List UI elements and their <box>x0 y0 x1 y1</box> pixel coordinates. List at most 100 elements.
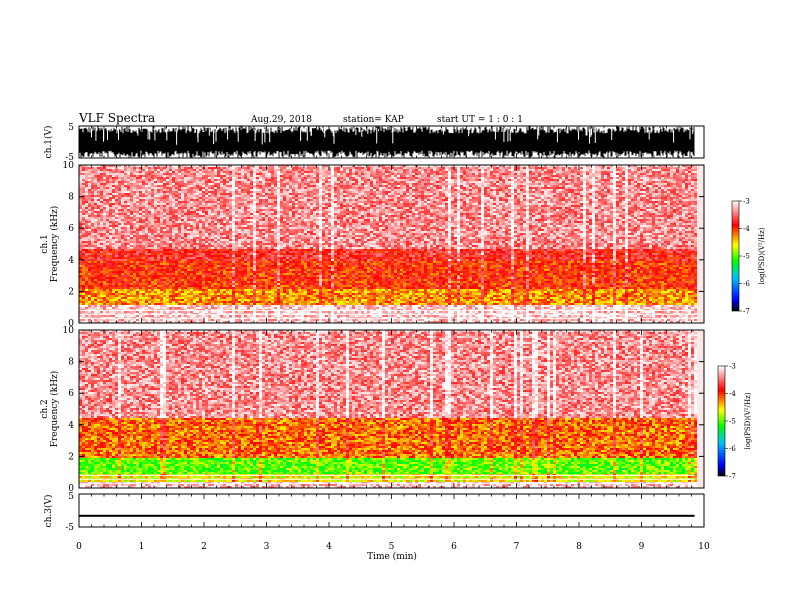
spec1-cell <box>85 267 88 269</box>
spec1-cell <box>103 177 106 179</box>
spec1-cell <box>250 267 253 269</box>
spec1-cell <box>151 167 154 169</box>
ch1-waveform-gap <box>413 128 415 133</box>
spec1-cell <box>232 299 235 301</box>
spec1-cell <box>100 271 103 273</box>
spec1-cell <box>124 247 127 249</box>
spec1-cell <box>166 311 169 313</box>
spec1-cell <box>109 307 112 309</box>
spec1-cell <box>247 289 250 291</box>
spec1-cell <box>145 297 148 299</box>
spec1-cell <box>265 185 268 187</box>
spec1-cell <box>142 235 145 237</box>
spec1-cell <box>115 235 118 237</box>
spec1-cell <box>82 183 85 185</box>
spec1-cell <box>151 303 154 305</box>
spec1-cell <box>169 299 172 301</box>
spec1-cell <box>133 301 136 303</box>
spec1-cell <box>169 297 172 299</box>
spec1-cell <box>85 251 88 253</box>
spec1-cell <box>154 233 157 235</box>
spec1-cell <box>187 295 190 297</box>
spec1-cell <box>247 237 250 239</box>
spec1-cell <box>232 267 235 269</box>
spec1-cell <box>157 291 160 293</box>
spec1-cell <box>220 297 223 299</box>
spec1-cell <box>118 289 121 291</box>
spec1-cell <box>142 169 145 171</box>
spec1-cell <box>121 175 124 177</box>
spec1-cell <box>205 303 208 305</box>
spec1-cell <box>226 315 229 317</box>
spec1-cell <box>154 179 157 181</box>
spec1-cell <box>205 259 208 261</box>
spec1-cell <box>253 311 256 313</box>
spec1-cell <box>226 235 229 237</box>
spec1-cell <box>112 305 115 307</box>
spec1-cell <box>226 195 229 197</box>
spec1-cell <box>124 213 127 215</box>
spec1-cell <box>244 193 247 195</box>
spec1-cell <box>232 315 235 317</box>
spec1-cell <box>94 293 97 295</box>
spec1-cell <box>79 303 82 305</box>
spec1-cell <box>262 195 265 197</box>
spec1-cell <box>202 295 205 297</box>
spec1-cell <box>199 249 202 251</box>
spec1-cell <box>193 269 196 271</box>
spec1-cell <box>163 253 166 255</box>
spec1-cell <box>229 295 232 297</box>
spec1-cell <box>235 259 238 261</box>
spec1-cell <box>97 235 100 237</box>
spec1-cell <box>97 199 100 201</box>
spec1-cell <box>232 189 235 191</box>
spec1-cell <box>94 205 97 207</box>
spec1-cell <box>88 165 91 167</box>
spec1-cell <box>223 215 226 217</box>
spec1-cell <box>106 191 109 193</box>
spec1-cell <box>166 257 169 259</box>
spec1-cell <box>247 303 250 305</box>
spec1-cell <box>175 205 178 207</box>
spec1-cell <box>175 181 178 183</box>
spec1-cell <box>232 209 235 211</box>
spec1-cell <box>163 297 166 299</box>
spec1-cell <box>133 305 136 307</box>
spec1-cell <box>172 167 175 169</box>
spec1-cell <box>127 167 130 169</box>
spec1-cell <box>106 239 109 241</box>
spec1-cell <box>208 203 211 205</box>
spec1-cell <box>181 295 184 297</box>
spec1-cell <box>166 283 169 285</box>
spec1-cell <box>211 255 214 257</box>
spec1-cell <box>202 267 205 269</box>
spec1-cell <box>124 195 127 197</box>
spec1-cell <box>226 203 229 205</box>
spec1-cell <box>148 215 151 217</box>
spec1-cell <box>100 209 103 211</box>
spec1-cell <box>181 289 184 291</box>
spec1-cell <box>193 201 196 203</box>
spec1-cell <box>202 227 205 229</box>
spec1-cell <box>118 219 121 221</box>
spec1-cell <box>91 321 94 323</box>
spec1-cell <box>163 201 166 203</box>
spec1-cell <box>172 225 175 227</box>
spec1-cell <box>106 251 109 253</box>
spec1-cell <box>97 231 100 233</box>
spec1-cell <box>133 237 136 239</box>
spec1-cell <box>199 295 202 297</box>
spec1-cell <box>139 259 142 261</box>
spec1-cell <box>229 205 232 207</box>
spec1-cell <box>121 265 124 267</box>
spec1-cell <box>199 283 202 285</box>
spec1-cell <box>133 255 136 257</box>
spec1-cell <box>217 293 220 295</box>
spec1-cell <box>253 279 256 281</box>
spec1-cell <box>238 247 241 249</box>
spec1-cell <box>91 263 94 265</box>
spec1-cell <box>127 185 130 187</box>
spec1-cell <box>130 175 133 177</box>
spec1-cell <box>259 177 262 179</box>
spec1-cell <box>256 185 259 187</box>
